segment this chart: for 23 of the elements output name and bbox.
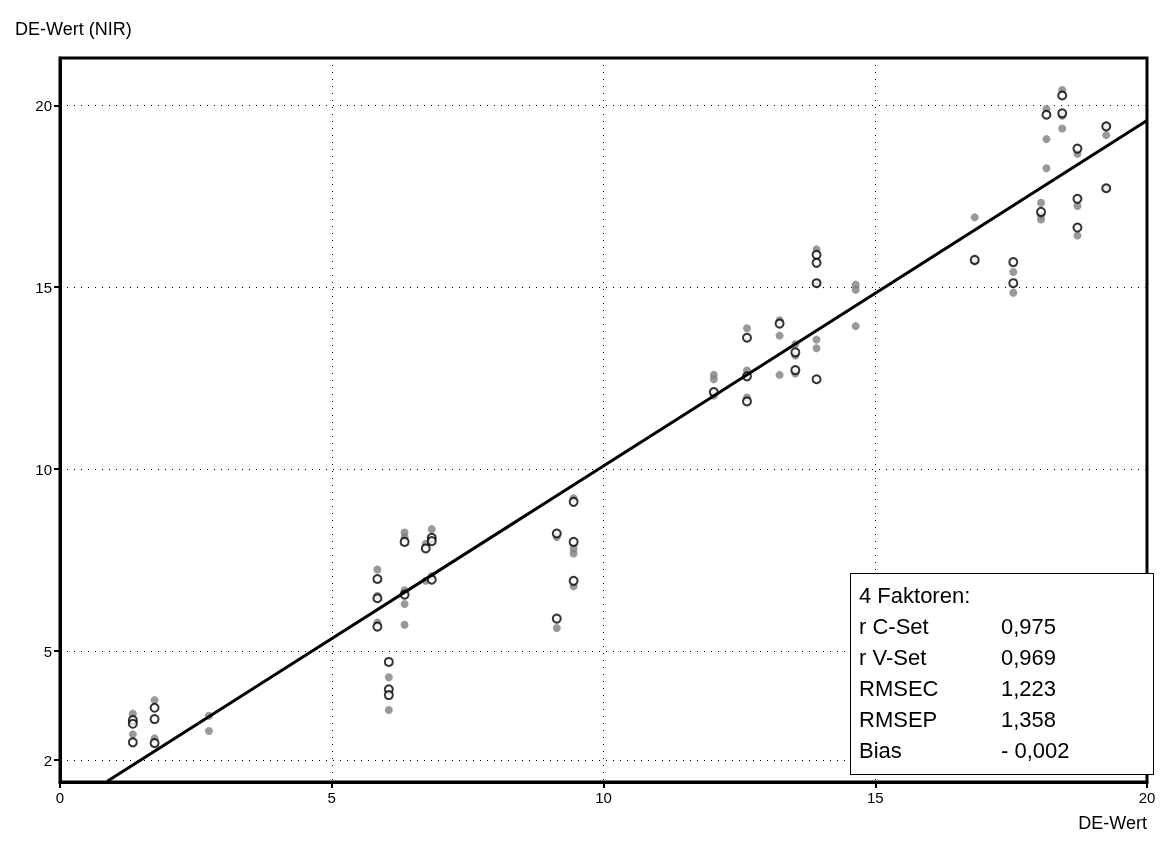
y-tick-label: 5: [43, 642, 52, 660]
x-axis-title: DE-Wert: [1078, 813, 1147, 833]
annotation: 0,969: [1001, 644, 1057, 672]
annotation: RMSEC: [859, 675, 940, 703]
annotation: Bias: [859, 737, 903, 765]
x-tick-label: 15: [866, 789, 884, 806]
annotation: RMSEP: [859, 706, 939, 734]
annotation: 1,358: [1001, 706, 1057, 734]
x-tick-label: 5: [327, 789, 336, 806]
x-tick-label: 10: [595, 789, 612, 806]
y-tick-label: 2: [43, 751, 52, 769]
y-tick-label: 10: [35, 460, 52, 478]
x-tick-label: 20: [1138, 789, 1156, 806]
annotation: - 0,002: [1001, 737, 1070, 765]
x-tick-label: 0: [55, 789, 65, 806]
annotation: r V-Set: [859, 644, 928, 672]
annotation: 1,223: [1001, 675, 1057, 703]
y-tick-label: 15: [35, 278, 52, 296]
y-tick-label: 20: [35, 96, 52, 114]
annotation: r C-Set: [859, 613, 930, 641]
annotation: 0,975: [1001, 613, 1057, 641]
y-axis-title: DE-Wert (NIR): [15, 19, 132, 39]
annotation: 4 Faktoren:: [859, 582, 972, 610]
